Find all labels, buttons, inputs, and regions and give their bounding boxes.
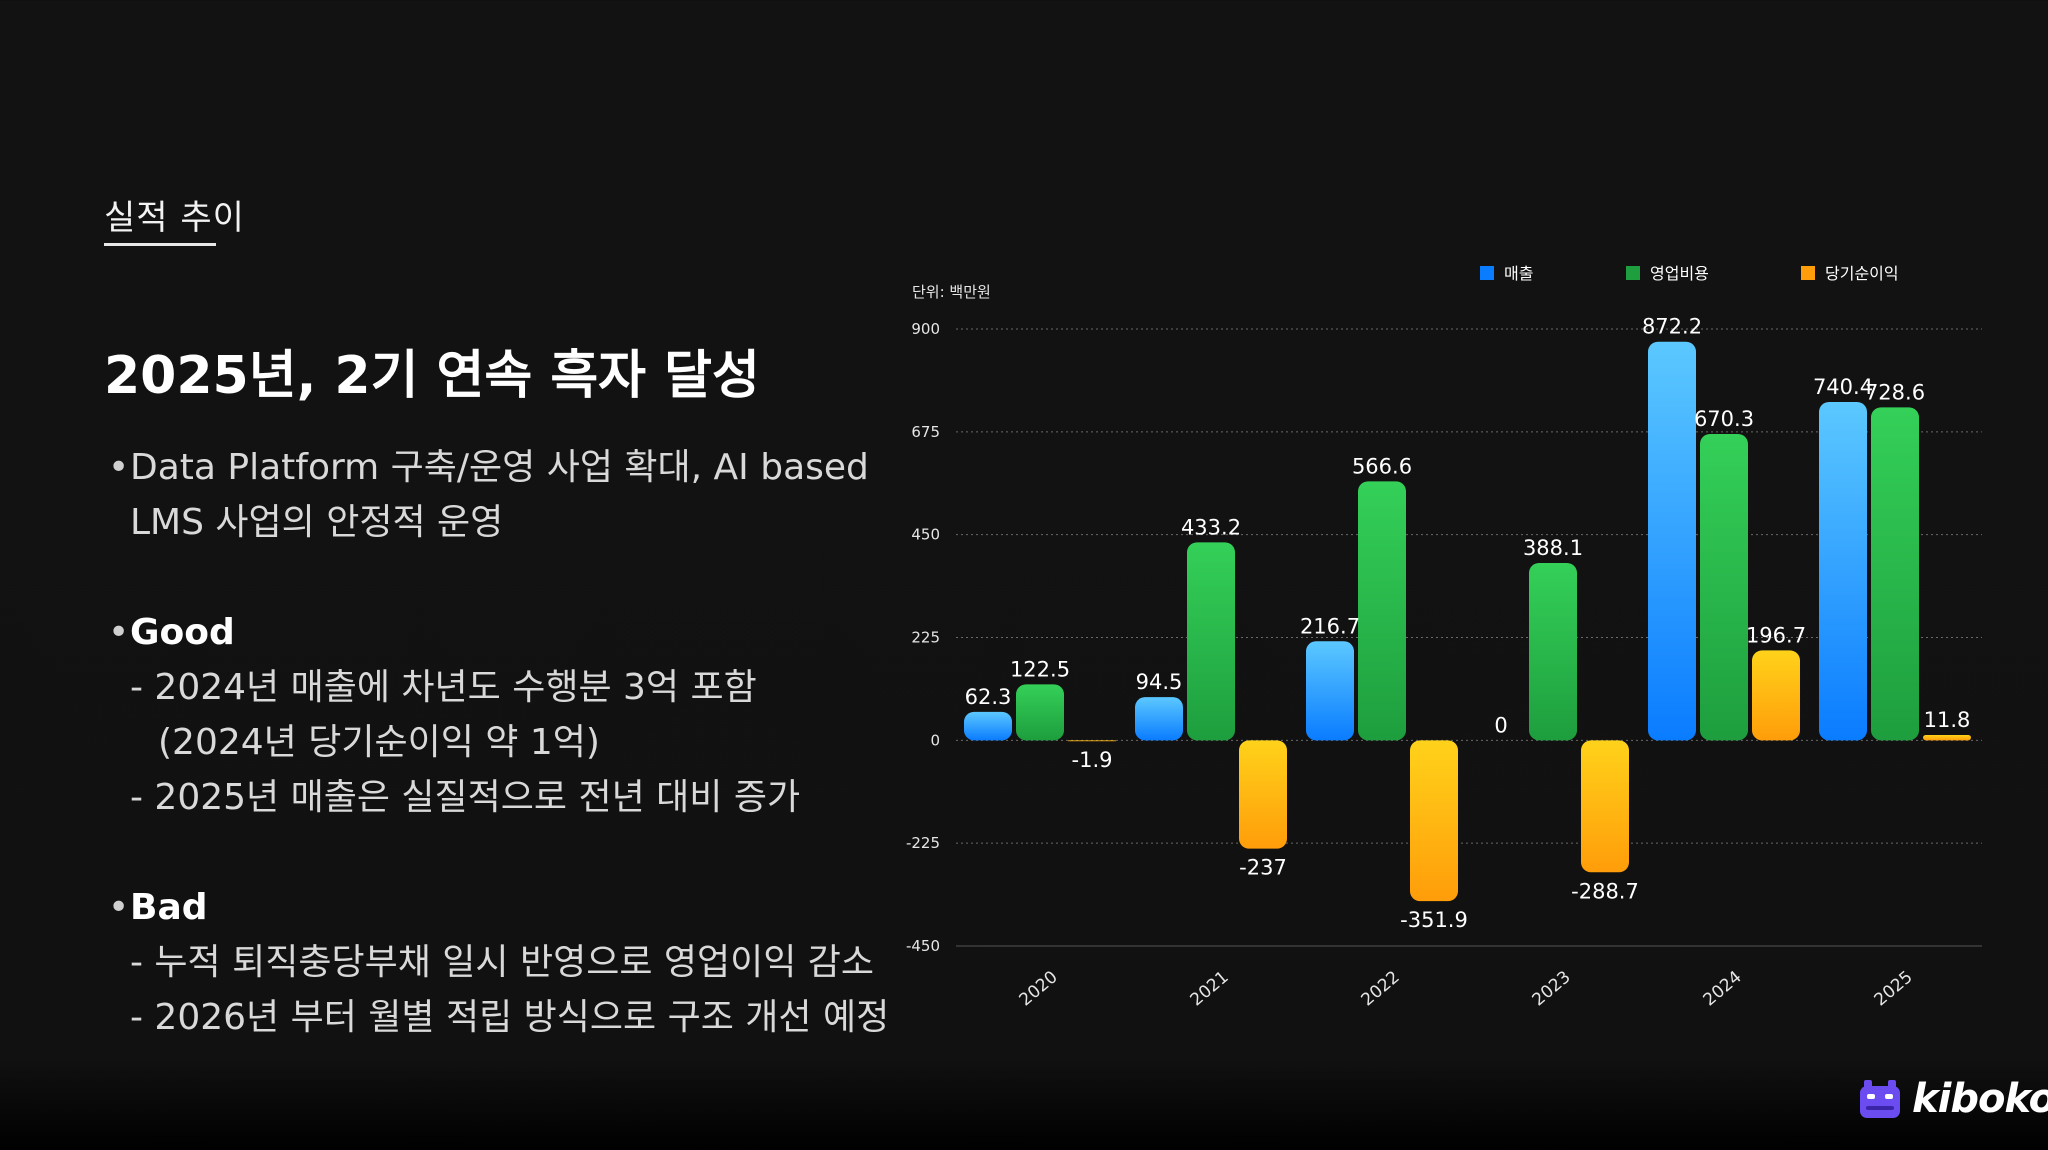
- bullet-good: • Good: [104, 605, 904, 660]
- bar-영업비용-2024: [1700, 433, 1748, 741]
- x-tick-label: 2025: [1871, 967, 1917, 1010]
- good-heading: Good: [130, 612, 235, 653]
- bullet-dot: •: [108, 612, 130, 653]
- legend-label: 매출: [1504, 264, 1533, 283]
- kiboko-hippo-icon: [1860, 1080, 1900, 1118]
- bullet-bad: • Bad: [104, 880, 904, 935]
- x-tick-label: 2024: [1700, 967, 1746, 1010]
- x-tick-label: 2021: [1187, 967, 1233, 1010]
- y-tick-label: -450: [906, 937, 940, 955]
- good-item-1-cont: (2024년 당기순이익 약 1억): [158, 722, 600, 763]
- y-tick-label: 450: [911, 526, 940, 544]
- data-label: 122.5: [1010, 657, 1070, 681]
- performance-chart: 900 675 450 225 0 -225 -450 62.3 122.5 -1.9 2020 9…: [906, 264, 1982, 1010]
- bar-매출-2021: [1135, 697, 1183, 741]
- bar-매출-2020: [964, 711, 1012, 741]
- data-label: 11.8: [1924, 708, 1971, 732]
- data-label: 872.2: [1642, 315, 1702, 339]
- good-item-2: - 2025년 매출은 실질적으로 전년 대비 증가: [130, 777, 801, 818]
- bar-당기순이익-2022: [1410, 740, 1458, 902]
- intro-line-2: LMS 사업의 안정적 운영: [130, 502, 504, 543]
- bar-영업비용-2023: [1529, 562, 1577, 741]
- intro-line-1: Data Platform 구축/운영 사업 확대, AI based: [130, 447, 869, 488]
- bar-영업비용-2020: [1016, 684, 1064, 741]
- bar-영업비용-2021: [1187, 542, 1235, 741]
- data-label: -351.9: [1400, 908, 1468, 932]
- data-label: 196.7: [1746, 623, 1806, 647]
- y-tick-label: 900: [911, 320, 940, 338]
- data-label: 433.2: [1181, 515, 1241, 539]
- x-tick-label: 2022: [1358, 967, 1404, 1010]
- bar-매출-2024: [1648, 341, 1696, 741]
- legend-swatch: [1801, 266, 1815, 280]
- data-label: -288.7: [1571, 879, 1639, 903]
- legend-swatch: [1480, 266, 1494, 280]
- bar-당기순이익-2021: [1239, 740, 1287, 849]
- bullet-list: • Data Platform 구축/운영 사업 확대, AI based LM…: [104, 440, 904, 1045]
- bar-당기순이익-2024: [1752, 650, 1800, 741]
- legend-swatch: [1626, 266, 1640, 280]
- bullet-dot: •: [108, 447, 130, 488]
- data-label: -237: [1239, 856, 1287, 880]
- bullet-dot: •: [108, 887, 130, 928]
- data-label: 728.6: [1865, 380, 1925, 404]
- legend-label: 당기순이익: [1825, 264, 1899, 283]
- legend-label: 영업비용: [1650, 264, 1709, 283]
- good-item-1: - 2024년 매출에 차년도 수행분 3억 포함: [130, 667, 757, 708]
- headline: 2025년, 2기 연속 흑자 달성: [104, 346, 760, 406]
- kiboko-logo: kiboko: [1856, 1074, 2048, 1124]
- y-tick-label: -225: [906, 834, 940, 852]
- data-label: 740.4: [1813, 375, 1873, 399]
- bar-매출-2022: [1306, 641, 1354, 741]
- bad-item-2: - 2026년 부터 월별 적립 방식으로 구조 개선 예정: [130, 997, 890, 1038]
- bullet-intro-cont: LMS 사업의 안정적 운영: [104, 495, 904, 550]
- y-tick-label: 0: [930, 731, 940, 749]
- section-underline: [104, 243, 216, 246]
- logo-wordmark: kiboko: [1912, 1076, 2048, 1122]
- x-tick-label: 2023: [1529, 967, 1575, 1010]
- y-tick-label: 225: [911, 629, 940, 647]
- y-tick-label: 675: [911, 423, 940, 441]
- bullet-intro: • Data Platform 구축/운영 사업 확대, AI based: [104, 440, 904, 495]
- data-label: 670.3: [1694, 407, 1754, 431]
- data-label: 388.1: [1523, 536, 1583, 560]
- bar-당기순이익-2025: [1923, 734, 1971, 741]
- data-label: 216.7: [1300, 614, 1360, 638]
- bad-heading: Bad: [130, 887, 208, 928]
- section-label: 실적 추이: [104, 198, 245, 238]
- bar-당기순이익-2023: [1581, 740, 1629, 873]
- bar-영업비용-2022: [1358, 481, 1406, 741]
- x-tick-label: 2020: [1016, 967, 1062, 1010]
- bar-매출-2025: [1819, 401, 1867, 741]
- bad-item-1: - 누적 퇴직충당부채 일시 반영으로 영업이익 감소: [130, 942, 875, 983]
- data-label: 566.6: [1352, 454, 1412, 478]
- data-label: -1.9: [1072, 748, 1113, 772]
- data-label: 62.3: [965, 685, 1012, 709]
- bar-영업비용-2025: [1871, 407, 1919, 741]
- data-label: 0: [1494, 713, 1507, 737]
- unit-label: 단위: 백만원: [912, 283, 991, 301]
- data-label: 94.5: [1136, 670, 1183, 694]
- bar-당기순이익-2020: [1068, 740, 1116, 742]
